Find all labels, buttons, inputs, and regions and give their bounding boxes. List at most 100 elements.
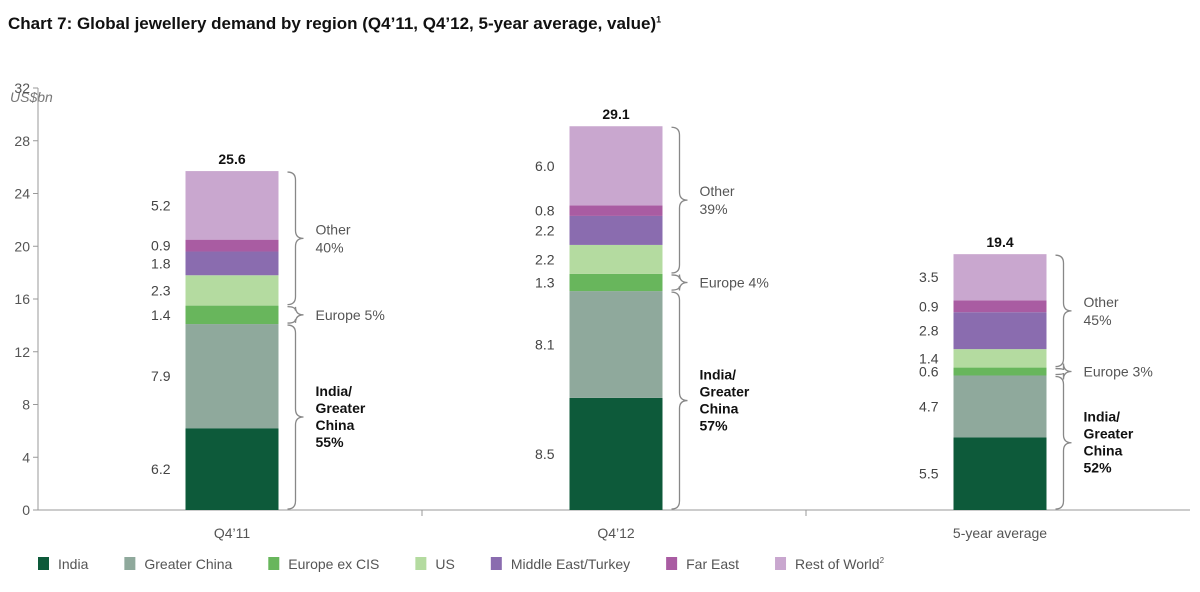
title-text: Chart 7: Global jewellery demand by regi… [8,14,657,33]
total-label: 29.1 [602,106,629,122]
data-label: 6.0 [535,158,555,174]
bar-segment-middle-east-turkey [185,251,279,276]
bar-segment-middle-east-turkey [953,312,1047,350]
brace-label: India/ [700,367,737,383]
y-axis-label: US$bn [10,89,53,105]
y-tick-label: 20 [14,238,30,254]
brace-label: Other [316,221,351,237]
legend-swatch [124,557,136,570]
brace-label: India/ [1084,409,1121,425]
y-tick-label: 8 [22,397,30,413]
data-label: 1.8 [151,255,171,271]
legend-swatch [666,557,678,570]
data-label: 2.2 [535,222,555,238]
legend-swatch [490,557,502,570]
brace-label: Other [700,183,735,199]
bar-segment-india [953,437,1047,510]
data-label: 5.5 [919,466,939,482]
legend-label: Greater China [144,556,232,572]
data-label: 6.2 [151,461,171,477]
brace-label: Europe 5% [316,307,385,323]
y-tick-label: 28 [14,133,30,149]
data-label: 0.6 [919,364,939,380]
data-label: 0.9 [919,298,939,314]
bar-segment-middle-east-turkey [569,215,663,245]
legend-label: Middle East/Turkey [511,556,630,572]
x-tick-label: Q4’12 [597,525,635,541]
y-tick-label: 12 [14,344,30,360]
brace-label: China [1084,443,1123,459]
brace [287,171,304,306]
brace-label: 57% [700,418,729,434]
bar-segment-greater-china [953,375,1047,438]
data-label: 0.8 [535,203,555,219]
legend-label: India [58,556,89,572]
data-label: 1.4 [151,307,171,323]
brace-label: 52% [1084,460,1113,476]
title-footnote: 1 [656,14,662,25]
legend-swatch [415,557,427,570]
brace-label: China [700,401,739,417]
data-label: 1.3 [535,275,555,291]
y-tick-label: 0 [22,502,30,518]
brace-label: 39% [700,201,728,217]
data-label: 2.8 [919,323,939,339]
legend-swatch [38,557,49,570]
bar-segment-europe-ex-cis [185,305,279,325]
brace-label: Other [1084,294,1119,310]
bar-segment-india [569,397,663,510]
data-label: 5.2 [151,197,171,213]
brace-label: 55% [316,434,345,450]
legend-label: US [435,556,454,572]
bar-segment-us [185,275,279,306]
total-label: 19.4 [986,234,1013,250]
bar-segment-europe-ex-cis [953,367,1047,376]
legend-swatch [775,557,787,570]
bar-segment-rest-of-world [569,126,663,206]
brace-label: 40% [316,239,344,255]
bar-segment-greater-china [185,324,279,429]
bar-segment-far-east [569,205,663,216]
y-tick-label: 16 [14,291,30,307]
data-label: 0.9 [151,238,171,254]
brace [1055,363,1072,380]
data-label: 2.2 [535,251,555,267]
data-label: 2.3 [151,282,171,298]
brace-label: Europe 4% [700,275,769,291]
brace [671,274,688,291]
data-label: 8.5 [535,446,555,462]
data-label: 3.5 [919,269,939,285]
bar-segment-rest-of-world [185,171,279,240]
bar-segment-far-east [185,239,279,252]
brace-label: Greater [1084,426,1134,442]
bar-segment-rest-of-world [953,254,1047,301]
brace-label: China [316,417,355,433]
brace-label: Greater [316,400,366,416]
brace [1055,254,1072,368]
bar-segment-far-east [953,300,1047,313]
y-tick-label: 4 [22,449,30,465]
x-tick-label: 5-year average [953,525,1047,541]
y-tick-label: 24 [14,186,30,202]
bar-segment-india [185,428,279,510]
legend-label: Rest of World2 [795,556,885,572]
legend-label: Far East [686,556,739,572]
legend-label: Europe ex CIS [288,556,379,572]
chart-title: Chart 7: Global jewellery demand by regi… [8,14,661,34]
bar-segment-europe-ex-cis [569,273,663,292]
data-label: 1.4 [919,350,939,366]
brace [287,324,304,510]
brace [671,126,688,274]
brace [1055,375,1072,510]
data-label: 4.7 [919,398,939,414]
legend-swatch [268,557,280,570]
bar-segment-us [569,244,663,274]
total-label: 25.6 [218,151,245,167]
brace [671,291,688,510]
bar-segment-us [953,349,1047,368]
brace-label: Greater [700,384,750,400]
y-tick-label: 32 [14,80,30,96]
brace-label: India/ [316,383,353,399]
brace [287,305,304,324]
